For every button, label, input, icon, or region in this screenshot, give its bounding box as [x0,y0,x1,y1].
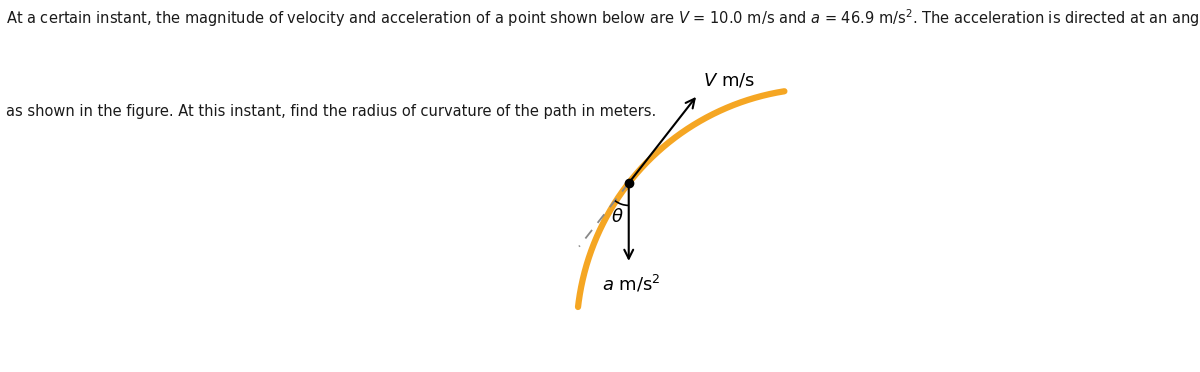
Text: $a$ m/s$^2$: $a$ m/s$^2$ [601,273,660,295]
Text: $\theta$: $\theta$ [611,208,623,226]
Text: At a certain instant, the magnitude of velocity and acceleration of a point show: At a certain instant, the magnitude of v… [6,7,1200,29]
Text: as shown in the figure. At this instant, find the radius of curvature of the pat: as shown in the figure. At this instant,… [6,104,656,119]
Text: $V$ m/s: $V$ m/s [703,71,755,89]
